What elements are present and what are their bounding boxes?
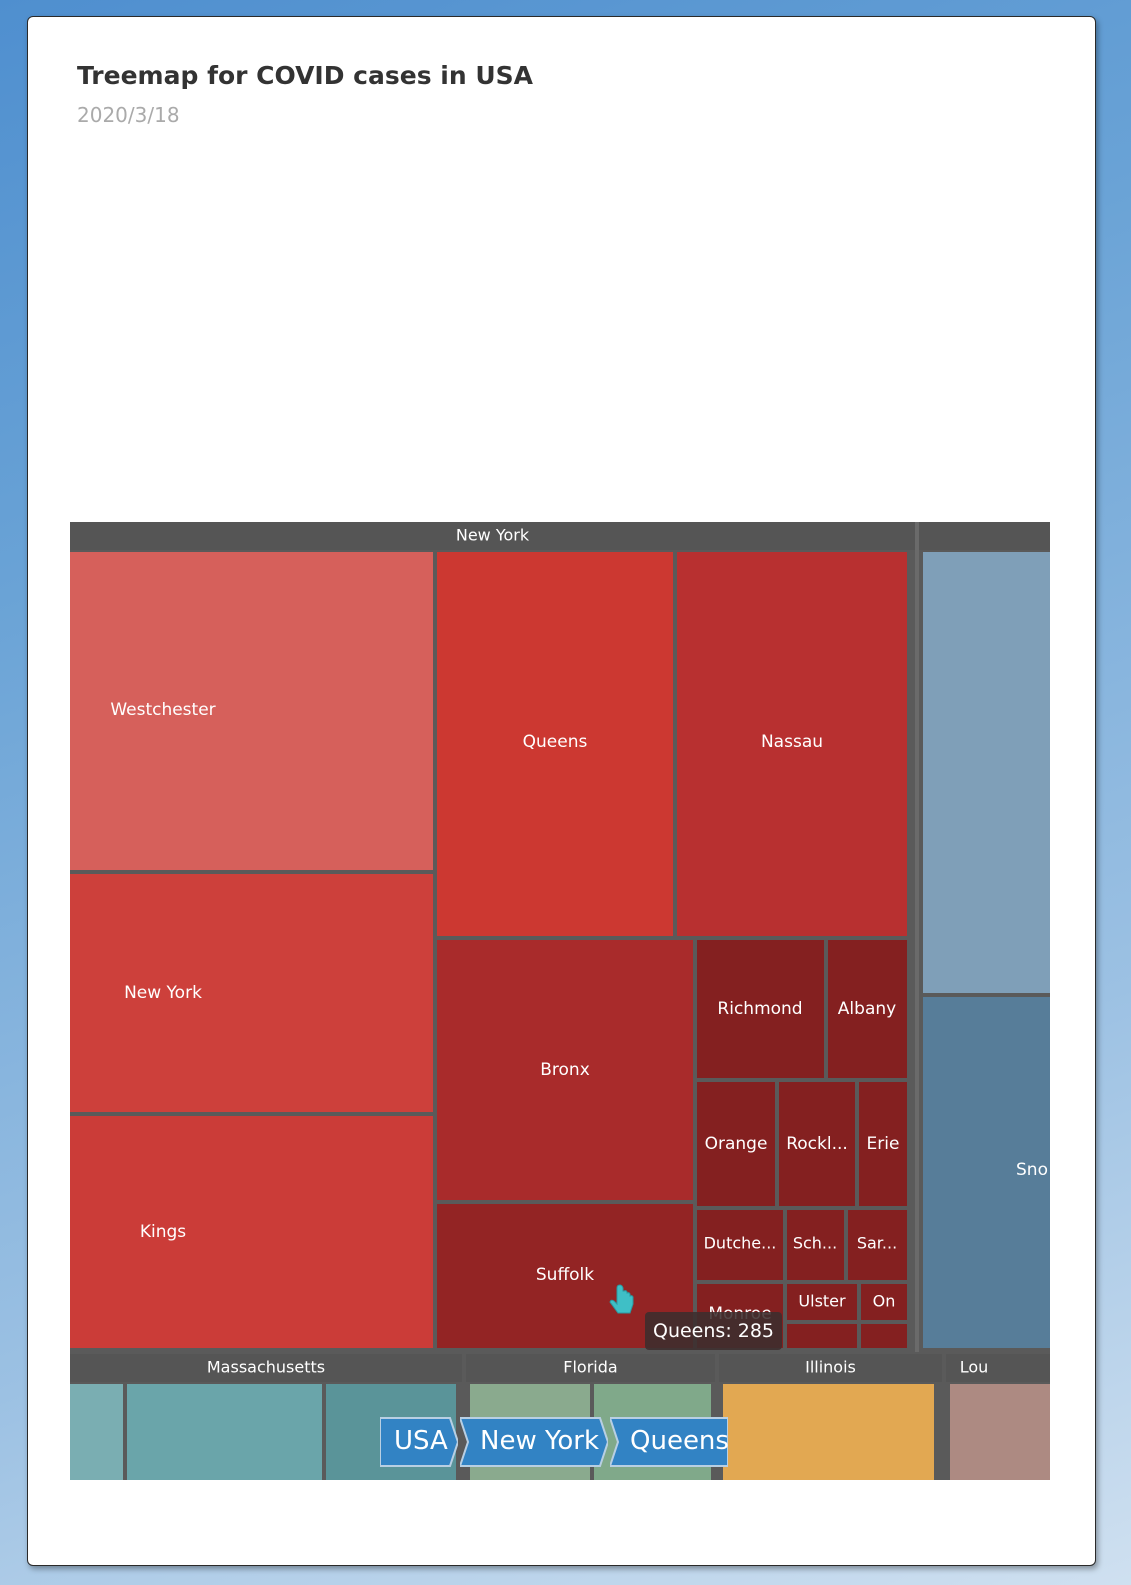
cell-gap[interactable]: [938, 1384, 942, 1480]
cell-dutche[interactable]: [697, 1210, 783, 1280]
cell-label-queens: Queens: [523, 732, 588, 752]
cell-label-sar: Sar...: [857, 1234, 897, 1253]
chart-card: Treemap for COVID cases in USA 2020/3/18…: [27, 16, 1096, 1566]
tooltip: Queens: 285: [645, 1312, 783, 1350]
cell-massachusetts-1[interactable]: [70, 1384, 123, 1480]
breadcrumb-label: USA: [394, 1426, 448, 1456]
cell-westchester[interactable]: [70, 552, 433, 870]
cell-right-top[interactable]: [923, 552, 1050, 993]
cell-ulster[interactable]: [787, 1284, 857, 1320]
cell-new-york[interactable]: [70, 874, 433, 1112]
cell-label-dutche: Dutche...: [704, 1234, 777, 1253]
cell-nassau[interactable]: [677, 552, 907, 936]
group-label: Florida: [563, 1358, 617, 1377]
cell-label-kings: Kings: [140, 1222, 186, 1242]
group-divider: [915, 522, 919, 1352]
cell-louisiana-1[interactable]: [950, 1384, 1050, 1480]
treemap-chart[interactable]: New York Massachusetts Florida Illinois Lou W…: [70, 522, 1050, 1480]
cell-sar[interactable]: [848, 1210, 907, 1280]
treemap-svg[interactable]: New York Massachusetts Florida Illinois Lou W…: [70, 522, 1050, 1480]
chart-title: Treemap for COVID cases in USA: [77, 61, 534, 90]
group-label: Massachusetts: [207, 1358, 325, 1377]
cell-massachusetts-2[interactable]: [127, 1384, 322, 1480]
cell-label-bronx: Bronx: [540, 1060, 590, 1080]
group-label: Lou: [960, 1358, 989, 1377]
group-header-unnamed[interactable]: [919, 522, 1050, 550]
cell-label-albany: Albany: [838, 999, 896, 1019]
cell-label-new-york: New York: [124, 983, 202, 1003]
cell-label-rockl: Rockl...: [786, 1134, 848, 1154]
cell-richmond[interactable]: [697, 940, 824, 1078]
group-header-lou[interactable]: [946, 1354, 1050, 1382]
cell-label-sno: Sno: [1016, 1160, 1048, 1180]
breadcrumb-label: Queens: [630, 1426, 729, 1456]
cell-small[interactable]: [787, 1324, 857, 1348]
cell-label-westchester: Westchester: [110, 700, 215, 720]
cell-queens[interactable]: [437, 552, 673, 936]
cell-rockl[interactable]: [779, 1082, 855, 1206]
cell-label-on: On: [873, 1292, 896, 1311]
group-header-illinois[interactable]: [719, 1354, 942, 1382]
breadcrumb-label: New York: [480, 1426, 600, 1456]
cell-on[interactable]: [861, 1284, 907, 1320]
cell-bronx[interactable]: [437, 940, 693, 1200]
cell-label-erie: Erie: [867, 1134, 900, 1154]
breadcrumb-item-queens[interactable]: Queens: [610, 1417, 729, 1467]
cell-label-sch: Sch...: [793, 1234, 837, 1253]
cell-albany[interactable]: [828, 940, 907, 1078]
breadcrumb-item-usa[interactable]: USA: [380, 1417, 458, 1467]
group-header-new-york[interactable]: [70, 522, 915, 550]
cell-orange[interactable]: [697, 1082, 775, 1206]
group-label: New York: [456, 526, 530, 545]
breadcrumb-item-new-york[interactable]: New York: [460, 1417, 608, 1467]
group-header-massachusetts[interactable]: [70, 1354, 462, 1382]
cell-sno[interactable]: [923, 997, 1050, 1348]
group-label: Illinois: [805, 1358, 856, 1377]
cell-erie[interactable]: [859, 1082, 907, 1206]
cell-kings[interactable]: [70, 1116, 433, 1348]
cell-illinois-1[interactable]: [723, 1384, 934, 1480]
cell-label-richmond: Richmond: [717, 999, 802, 1019]
cell-label-ulster: Ulster: [798, 1292, 846, 1311]
group-header-florida[interactable]: [466, 1354, 715, 1382]
cell-label-orange: Orange: [705, 1134, 768, 1154]
cell-label-suffolk: Suffolk: [536, 1265, 594, 1285]
cell-sch[interactable]: [787, 1210, 844, 1280]
cell-label-nassau: Nassau: [761, 732, 823, 752]
chart-subtitle: 2020/3/18: [77, 103, 180, 127]
cell-small[interactable]: [861, 1324, 907, 1348]
